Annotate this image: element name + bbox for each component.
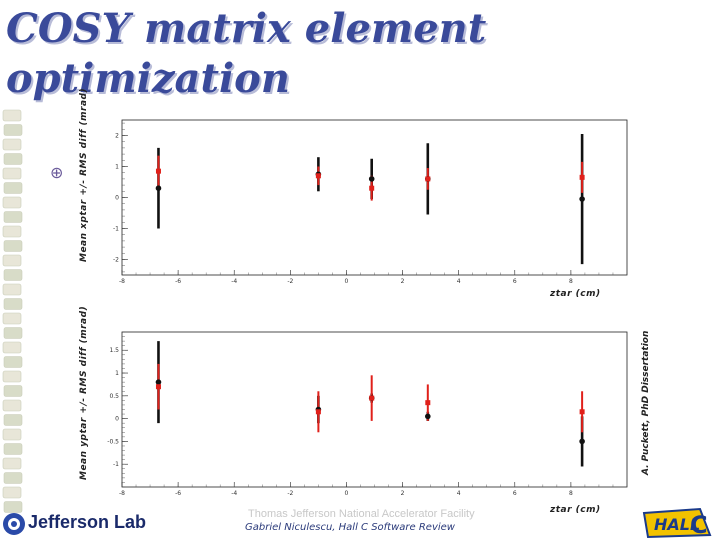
y-tick-label: 1	[115, 370, 119, 377]
y-tick-label: 1	[115, 164, 119, 171]
red-data-point	[315, 173, 321, 179]
xptar-ylabel: Mean xptar +/- RMS diff (mrad)	[79, 87, 89, 262]
x-tick-label: 4	[457, 278, 461, 285]
red-data-point	[155, 168, 161, 174]
x-tick-label: -6	[175, 278, 181, 285]
x-tick-label: -2	[287, 278, 293, 285]
yptar-xlabel: ztar (cm)	[550, 505, 601, 515]
black-data-point	[579, 196, 585, 202]
black-data-point	[368, 176, 375, 182]
y-tick-label: 1.5	[109, 347, 119, 354]
x-tick-label: 0	[345, 278, 349, 285]
y-tick-label: -2	[113, 257, 119, 264]
facility-watermark: Thomas Jefferson National Accelerator Fa…	[248, 508, 475, 520]
red-data-point	[369, 395, 375, 401]
x-tick-label: 8	[569, 278, 573, 285]
y-tick-label: 0.5	[109, 393, 119, 400]
red-data-point	[579, 409, 585, 415]
slide-title-line1: COSY matrix element	[6, 5, 487, 52]
xptar-xlabel: ztar (cm)	[550, 289, 601, 299]
red-data-point	[315, 409, 321, 415]
plot-frame	[121, 331, 628, 488]
y-tick-label: 0	[115, 416, 119, 423]
footer-text: Gabriel Niculescu, Hall C Software Revie…	[245, 522, 455, 533]
svg-text:C: C	[690, 511, 708, 539]
black-data-point	[425, 413, 431, 420]
y-tick-label: -1	[113, 461, 119, 468]
crosshair-bullet-icon: ⊕	[50, 163, 64, 182]
x-tick-label: -4	[231, 278, 237, 285]
red-data-point	[369, 185, 375, 191]
dissertation-credit: A. Puckett, PhD Dissertation	[641, 330, 651, 475]
x-tick-label: 4	[457, 490, 461, 497]
red-data-point	[425, 400, 431, 406]
jefferson-lab-text: Jefferson Lab	[28, 512, 147, 532]
x-tick-label: -8	[119, 278, 125, 285]
yptar-chart: -8 -6 -4 -2 0 2 4 6 8 -1 -0.5 0 0.5 1 1.5	[107, 331, 628, 497]
x-tick-label: 8	[569, 490, 573, 497]
xptar-chart: -8 -6 -4 -2 0 2 4 6 8 -2 -1 0 1 2	[113, 119, 628, 285]
plot-frame	[121, 119, 628, 276]
hall-c-logo: HALL C	[642, 507, 712, 539]
black-data-point	[579, 438, 585, 445]
black-data-point	[155, 185, 162, 191]
x-tick-label: 0	[345, 490, 349, 497]
x-tick-label: 2	[401, 278, 405, 285]
decorative-spine	[2, 109, 23, 513]
red-data-point	[579, 174, 585, 180]
slide-title: COSY matrix element optimization	[6, 4, 486, 104]
slide-title-line2: optimization	[6, 55, 290, 102]
yptar-ylabel: Mean yptar +/- RMS diff (mrad)	[79, 305, 89, 480]
red-data-point	[155, 384, 161, 390]
x-tick-label: 2	[401, 490, 405, 497]
x-tick-label: -6	[175, 490, 181, 497]
svg-text:HALL: HALL	[654, 515, 700, 534]
red-data-point	[425, 176, 431, 182]
x-tick-label: 6	[513, 490, 517, 497]
x-tick-label: -4	[231, 490, 237, 497]
x-tick-label: -8	[119, 490, 125, 497]
jefferson-lab-logo	[3, 513, 25, 535]
y-tick-label: 2	[115, 133, 119, 140]
black-data-point	[155, 379, 162, 385]
y-tick-label: -1	[113, 226, 119, 233]
y-tick-label: 0	[115, 195, 119, 202]
x-tick-label: -2	[287, 490, 293, 497]
y-tick-label: -0.5	[107, 438, 119, 445]
x-tick-label: 6	[513, 278, 517, 285]
